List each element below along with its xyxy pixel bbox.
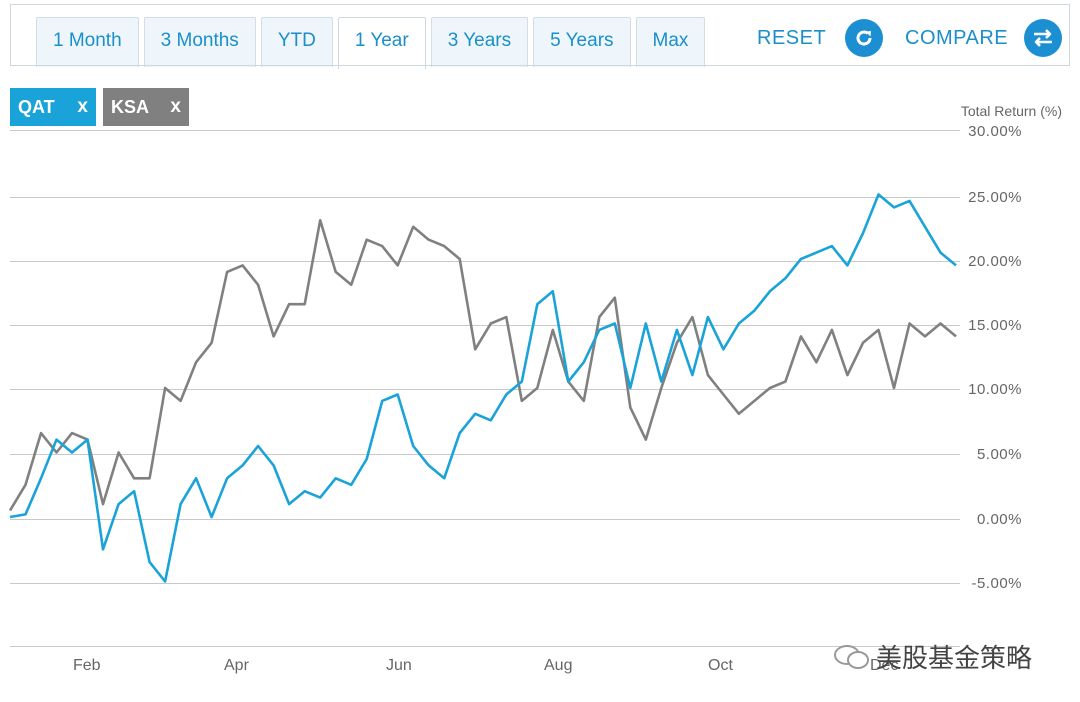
series-line-qat (9, 193, 957, 583)
tab-1-year[interactable]: 1 Year (337, 17, 426, 69)
y-tick-label: 20.00% (968, 253, 1022, 270)
reset-button[interactable] (845, 19, 883, 57)
x-tick-label: Jun (386, 657, 412, 674)
chip-label: KSA (111, 96, 150, 117)
toolbar-baseline (10, 65, 1070, 66)
compare-button[interactable] (1024, 19, 1062, 57)
gridline (10, 130, 960, 131)
gridline (10, 583, 960, 584)
reset-link[interactable]: RESET (757, 27, 827, 49)
gridline (10, 519, 960, 520)
refresh-icon (856, 30, 872, 46)
gridline (10, 261, 960, 262)
chat-bubbles-icon (834, 644, 869, 669)
tab-max[interactable]: Max (635, 17, 706, 67)
x-tick-label: Aug (544, 657, 573, 674)
tab-1-month[interactable]: 1 Month (36, 17, 139, 67)
y-tick-label: 30.00% (968, 123, 1022, 140)
y-axis-label: Total Return (%) (960, 103, 1062, 119)
x-tick-label: Apr (224, 657, 249, 674)
tab-ytd[interactable]: YTD (260, 17, 333, 67)
tab-5-years[interactable]: 5 Years (533, 17, 631, 67)
y-tick-label: 25.00% (968, 189, 1022, 206)
gridline (10, 454, 960, 455)
x-tick-label: Oct (708, 657, 733, 674)
gridline (10, 325, 960, 326)
x-tick-label: Dec (870, 657, 899, 674)
y-tick-label: 15.00% (968, 317, 1022, 334)
compare-link[interactable]: COMPARE (905, 27, 1009, 49)
y-tick-label: 5.00% (976, 446, 1022, 463)
gridline (10, 389, 960, 390)
swap-arrows-icon (1034, 29, 1052, 47)
chip-label: QAT (18, 96, 55, 117)
x-tick-label: Feb (73, 657, 101, 674)
y-tick-label: -5.00% (971, 575, 1022, 592)
range-toolbar: 1 Month 3 Months YTD 1 Year 3 Years 5 Ye… (10, 4, 1070, 69)
y-tick-label: 10.00% (968, 381, 1022, 398)
ticker-chip-qat: QAT x (10, 88, 96, 126)
y-tick-label: 0.00% (976, 511, 1022, 528)
remove-chip-button[interactable]: x (77, 96, 88, 117)
tab-3-years[interactable]: 3 Years (430, 17, 529, 67)
gridline (10, 646, 960, 647)
watermark-text: 美股基金策略 (876, 643, 1033, 673)
series-line-ksa (8, 219, 957, 512)
remove-chip-button[interactable]: x (170, 96, 181, 117)
range-tabs: 1 Month 3 Months YTD 1 Year 3 Years 5 Ye… (36, 17, 706, 69)
gridline (10, 197, 960, 198)
watermark: 美股基金策略 (832, 638, 1032, 675)
tab-3-months[interactable]: 3 Months (143, 17, 256, 67)
ticker-chip-ksa: KSA x (103, 88, 189, 126)
